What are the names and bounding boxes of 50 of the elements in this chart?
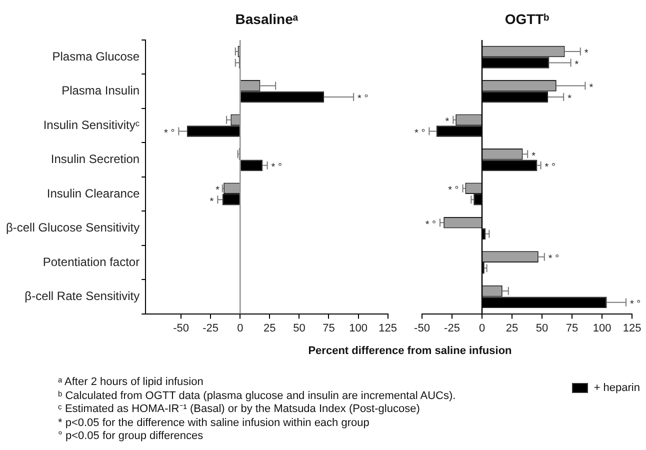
annotation: * bbox=[532, 150, 536, 162]
annotation: * ° bbox=[425, 219, 436, 230]
annotation: * ° bbox=[414, 128, 426, 139]
y-tick-label: Plasma Glucose bbox=[52, 49, 140, 64]
annotation: * bbox=[584, 48, 588, 60]
text: ᵇ Calculated from OGTT data (plasma glucose and insulin are incremental AUCs). bbox=[58, 390, 457, 403]
y-tick-label: Insulin Secretion bbox=[50, 152, 140, 166]
x-tick-label: -50 bbox=[414, 322, 430, 334]
x-tick-label: 0 bbox=[478, 322, 486, 334]
x-tick-label: 50 bbox=[293, 322, 306, 334]
y-tick-label: β-cell Glucose Sensitivity bbox=[6, 220, 140, 235]
text: ° p<0.05 for group differences bbox=[58, 430, 204, 444]
x-tick-label: -50 bbox=[173, 322, 190, 334]
text: ᶜ Estimated as HOMA-IR⁻¹ (Basal) or by the Matsuda Index (Post-glucose) bbox=[58, 403, 421, 416]
annotation: * bbox=[568, 94, 572, 105]
annotation: * ° bbox=[548, 254, 560, 265]
x-tick-label: -25 bbox=[444, 322, 460, 334]
x-tick-label: 25 bbox=[264, 322, 276, 334]
annotation: * ° bbox=[448, 185, 459, 196]
annotation: * ° bbox=[358, 94, 368, 105]
chart-title: OGTTᵇ bbox=[504, 10, 550, 27]
annotation: * bbox=[574, 60, 579, 71]
x-tick-label: -25 bbox=[202, 322, 219, 334]
x-axis-title: Percent difference from saline infusion bbox=[307, 345, 513, 357]
x-tick-label: 100 bbox=[592, 322, 612, 334]
annotation: * ° bbox=[164, 128, 175, 139]
x-tick-label: 75 bbox=[322, 322, 335, 334]
y-tick-label: Insulin Clearance bbox=[46, 186, 140, 200]
y-tick-label: Insulin Sensitivityᶜ bbox=[43, 118, 140, 132]
x-tick-label: 125 bbox=[622, 322, 642, 334]
x-tick-label: 75 bbox=[566, 322, 578, 334]
legend-label: + heparin bbox=[594, 382, 640, 394]
y-tick-label: β-cell Rate Sensitivity bbox=[24, 289, 140, 303]
annotation: * bbox=[445, 116, 450, 128]
annotation: * ° bbox=[544, 162, 556, 174]
text: ᵃ After 2 hours of lipid infusion bbox=[58, 376, 204, 390]
y-tick-label: Potentiation factor bbox=[42, 254, 140, 269]
x-tick-label: 50 bbox=[536, 322, 548, 334]
y-tick-label: Plasma Insulin bbox=[62, 84, 140, 98]
annotation: * ° bbox=[271, 162, 282, 174]
x-tick-label: 0 bbox=[237, 322, 244, 334]
x-tick-label: 100 bbox=[349, 322, 368, 334]
annotation: * ° bbox=[630, 299, 641, 310]
chart-title: Basalineᵃ bbox=[235, 10, 299, 27]
annotation: * bbox=[216, 185, 220, 196]
x-tick-label: 25 bbox=[506, 322, 518, 334]
text: * p<0.05 for the difference with saline infusion within each group bbox=[58, 416, 370, 430]
x-tick-label: 125 bbox=[378, 322, 398, 334]
annotation: * bbox=[210, 196, 214, 208]
annotation: * bbox=[589, 82, 594, 94]
